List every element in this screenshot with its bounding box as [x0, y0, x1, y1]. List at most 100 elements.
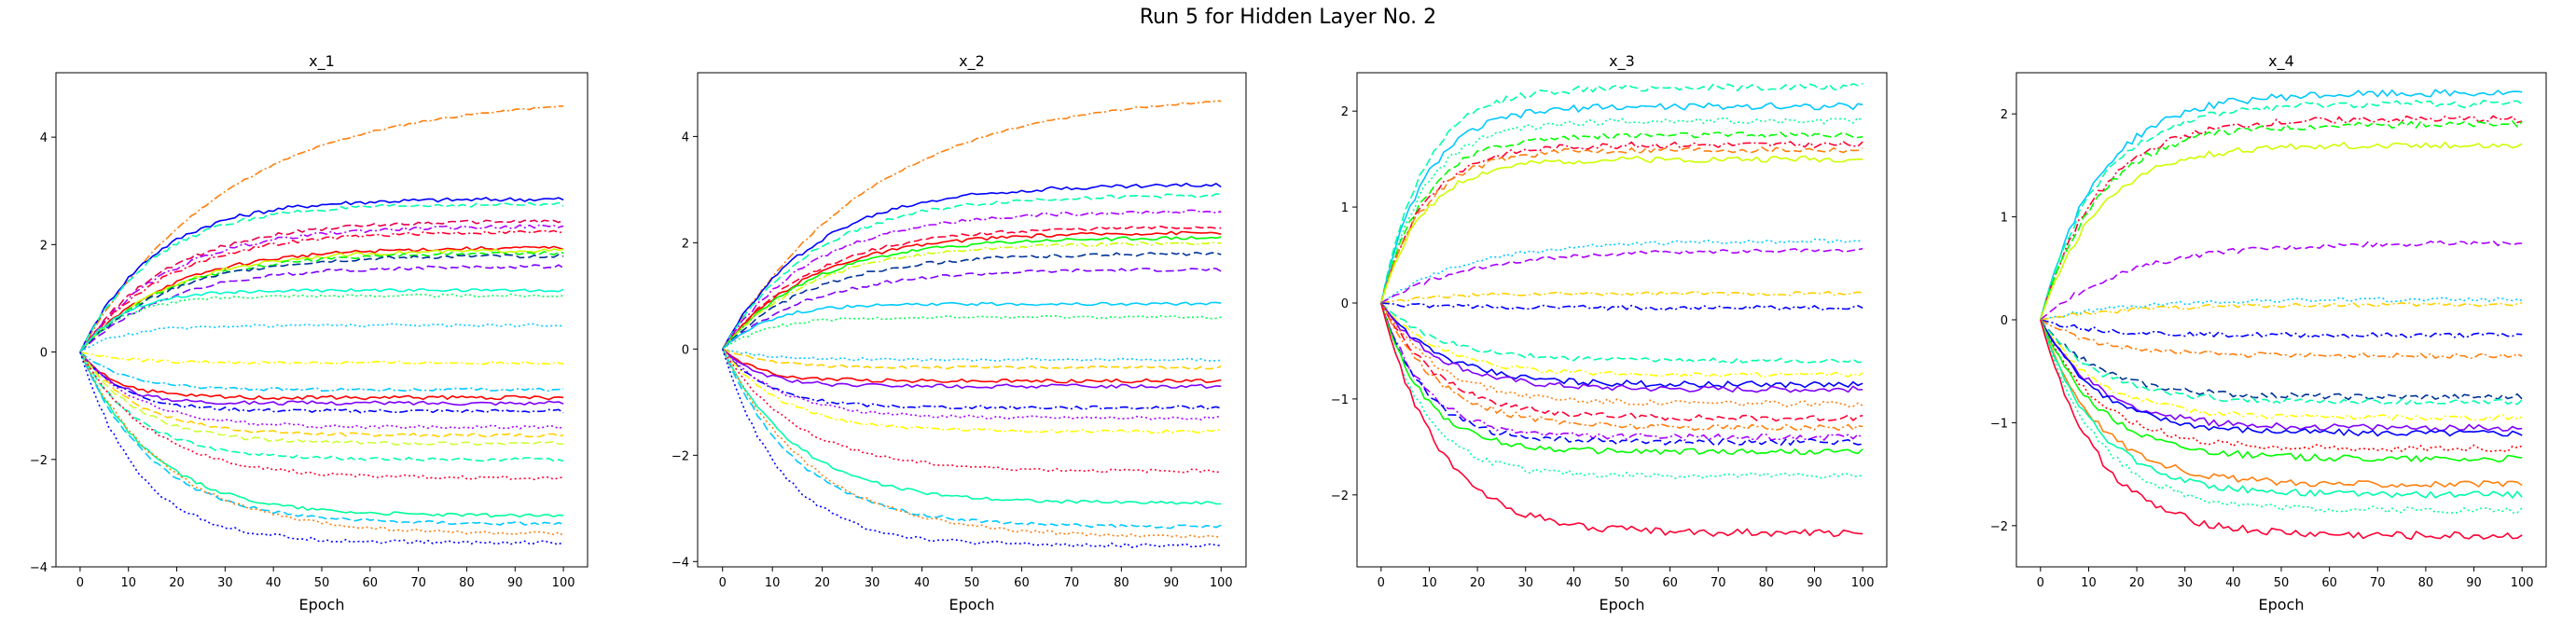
- x-tick-label: 30: [1517, 576, 1533, 590]
- y-tick-label: −4: [30, 561, 48, 575]
- x-tick-label: 90: [2466, 576, 2482, 590]
- series-line-16: [1380, 302, 1863, 408]
- series-line-17: [2040, 319, 2523, 463]
- series-line-10: [722, 268, 1222, 350]
- x-tick-label: 0: [76, 576, 84, 590]
- series-line-2: [1380, 102, 1863, 304]
- series-line-9: [1380, 247, 1863, 304]
- series-line-10: [2040, 319, 2523, 360]
- series-line-9: [722, 251, 1222, 350]
- series-line-11: [722, 301, 1222, 350]
- y-tick-label: −2: [30, 454, 48, 468]
- x-tick-label: 50: [1614, 576, 1630, 590]
- series-line-16: [79, 351, 564, 393]
- series-line-1: [79, 105, 564, 353]
- series-line-4: [722, 209, 1222, 350]
- y-tick-label: 2: [1341, 105, 1349, 119]
- series-line-11: [79, 264, 564, 353]
- series-line-1: [1380, 83, 1863, 304]
- series-line-4: [1380, 131, 1863, 304]
- series-line-15: [2040, 319, 2523, 437]
- series-line-11: [1380, 302, 1863, 311]
- x-tick-label: 20: [1470, 576, 1486, 590]
- series-line-9: [2040, 319, 2523, 338]
- series-line-13: [79, 293, 564, 353]
- x-tick-label: 30: [217, 576, 233, 590]
- series-line-12: [1380, 302, 1863, 364]
- y-tick-label: 1: [2001, 212, 2008, 226]
- series-line-10: [1380, 290, 1863, 304]
- series-line-18: [1380, 302, 1863, 432]
- x-tick-label: 40: [1566, 576, 1582, 590]
- subplot-x1: 0 10 20 30 40 50 60 70 80 90 100 −4 −2 0 2 4 x_1 Epoch: [30, 52, 589, 613]
- y-tick-label: 0: [1341, 297, 1349, 311]
- axes-frame: [55, 72, 589, 568]
- y-tick-label: 4: [40, 131, 48, 145]
- x-tick-label: 100: [552, 576, 575, 590]
- series-line-16: [2040, 319, 2523, 453]
- series-line-18: [79, 351, 564, 406]
- x-tick-label: 80: [1114, 576, 1129, 590]
- x-tick-label: 60: [1014, 576, 1030, 590]
- series-line-20: [722, 348, 1222, 474]
- series-line-1: [2040, 89, 2523, 321]
- x-tick-label: 0: [719, 576, 727, 590]
- series-line-5: [79, 224, 564, 353]
- x-axis-label: Epoch: [2259, 596, 2305, 613]
- y-tick-label: 4: [682, 131, 689, 145]
- x-tick-label: 70: [2370, 576, 2386, 590]
- y-tick-label: −2: [1990, 520, 2008, 534]
- series-line-15: [1380, 302, 1863, 393]
- series-line-8: [722, 241, 1222, 350]
- series-line-13: [1380, 302, 1863, 379]
- x-tick-label: 20: [2129, 576, 2145, 590]
- series-line-6: [1380, 145, 1863, 304]
- series-line-12: [722, 314, 1222, 350]
- x-tick-label: 30: [865, 576, 880, 590]
- x-axis-label: Epoch: [1600, 596, 1645, 613]
- series-line-23: [721, 348, 1222, 539]
- x-tick-label: 0: [1378, 576, 1385, 590]
- axes-frame: [697, 72, 1247, 568]
- subplot-x4: 0 10 20 30 40 50 60 70 80 90 100 −2 −1 0 1 2 x_4 Epoch: [1990, 52, 2547, 613]
- axes-frame: [1356, 72, 1888, 568]
- series-line-14: [79, 323, 564, 353]
- series-line-25: [79, 351, 564, 518]
- x-axis-label: Epoch: [299, 596, 345, 613]
- series-line-5: [1380, 141, 1863, 304]
- series-line-7: [1380, 155, 1863, 304]
- series-line-11: [2040, 319, 2523, 401]
- subplot-title: x_1: [309, 52, 335, 71]
- subplot-title: x_4: [2268, 52, 2294, 71]
- y-tick-label: −2: [672, 449, 689, 463]
- series-line-19: [79, 351, 564, 414]
- series-line-15: [722, 348, 1222, 384]
- series-line-2: [79, 197, 564, 352]
- x-tick-label: 100: [1851, 576, 1875, 590]
- series-line-5: [2040, 141, 2523, 321]
- series-line-19: [722, 348, 1222, 434]
- x-tick-label: 60: [1662, 576, 1678, 590]
- series-line-6: [2040, 240, 2523, 321]
- y-tick-label: −1: [1331, 393, 1349, 407]
- series-line-21: [1380, 302, 1863, 456]
- y-tick-label: −4: [672, 556, 689, 570]
- series-line-20: [79, 351, 564, 430]
- series-line-14: [722, 348, 1222, 370]
- series-line-3: [2040, 115, 2523, 321]
- x-tick-label: 70: [1064, 576, 1080, 590]
- series-line-26: [79, 351, 564, 526]
- y-tick-label: 1: [1341, 201, 1349, 215]
- subplot-title: x_2: [959, 52, 985, 71]
- series-line-15: [79, 351, 564, 365]
- x-tick-label: 10: [1421, 576, 1437, 590]
- y-tick-label: −1: [1990, 417, 2008, 431]
- series-line-2: [722, 182, 1222, 350]
- x-tick-label: 50: [2274, 576, 2290, 590]
- x-tick-label: 70: [1710, 576, 1726, 590]
- series-line-21: [79, 351, 564, 438]
- y-tick-label: 0: [40, 347, 48, 361]
- x-tick-label: 40: [914, 576, 930, 590]
- subplot-x2: 0 10 20 30 40 50 60 70 80 90 100 −4 −2 0 2 4 x_2 Epoch: [672, 52, 1247, 613]
- x-tick-label: 100: [1210, 576, 1233, 590]
